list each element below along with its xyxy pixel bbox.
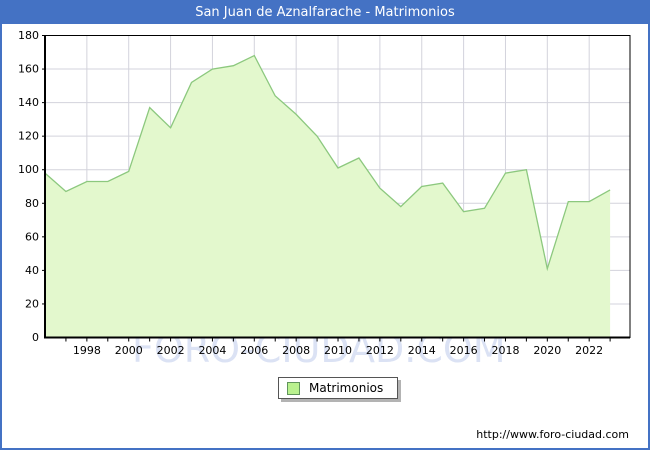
- x-tick-label: 2014: [408, 344, 436, 357]
- x-tick-label: 2022: [575, 344, 603, 357]
- x-tick-label: 2010: [324, 344, 352, 357]
- y-tick-label: 180: [18, 29, 39, 42]
- x-tick-label: 2012: [366, 344, 394, 357]
- chart-title: San Juan de Aznalfarache - Matrimonios: [2, 2, 648, 24]
- x-tick-label: 2020: [533, 344, 561, 357]
- x-tick-label: 2002: [157, 344, 185, 357]
- legend-swatch-icon: [287, 381, 300, 395]
- y-tick-label: 0: [32, 331, 39, 344]
- x-tick-label: 2006: [240, 344, 268, 357]
- legend-label: Matrimonios: [309, 381, 384, 395]
- y-tick-label: 60: [25, 230, 39, 243]
- area-fill: [45, 55, 611, 338]
- tick-marks: [42, 35, 611, 342]
- tick-labels: 0 20 40 60 80 100 120 140 160 180 1998 2000 2002 2004…: [18, 29, 603, 357]
- x-tick-label: 2008: [282, 344, 310, 357]
- y-tick-label: 120: [18, 130, 39, 143]
- x-tick-label: 1998: [73, 344, 101, 357]
- legend-box: Matrimonios: [278, 377, 399, 399]
- y-tick-label: 160: [18, 63, 39, 76]
- footer-url: http://www.foro-ciudad.com: [476, 428, 629, 441]
- y-tick-label: 100: [18, 163, 39, 176]
- area-chart: 0 20 40 60 80 100 120 140 160 180 1998 2000 2002 2004…: [18, 29, 631, 357]
- area-line: [44, 54, 611, 272]
- x-tick-label: 2004: [198, 344, 226, 357]
- x-tick-label: 2016: [450, 344, 478, 357]
- y-tick-label: 20: [25, 297, 39, 310]
- y-tick-label: 80: [25, 197, 39, 210]
- y-tick-label: 40: [25, 264, 39, 277]
- x-tick-label: 2018: [491, 344, 519, 357]
- y-tick-label: 140: [18, 96, 39, 109]
- x-tick-label: 2000: [115, 344, 143, 357]
- chart-area: FORO-CIUDAD.COM 0 20 40 60 80 100 120 140 160 180…: [2, 24, 648, 448]
